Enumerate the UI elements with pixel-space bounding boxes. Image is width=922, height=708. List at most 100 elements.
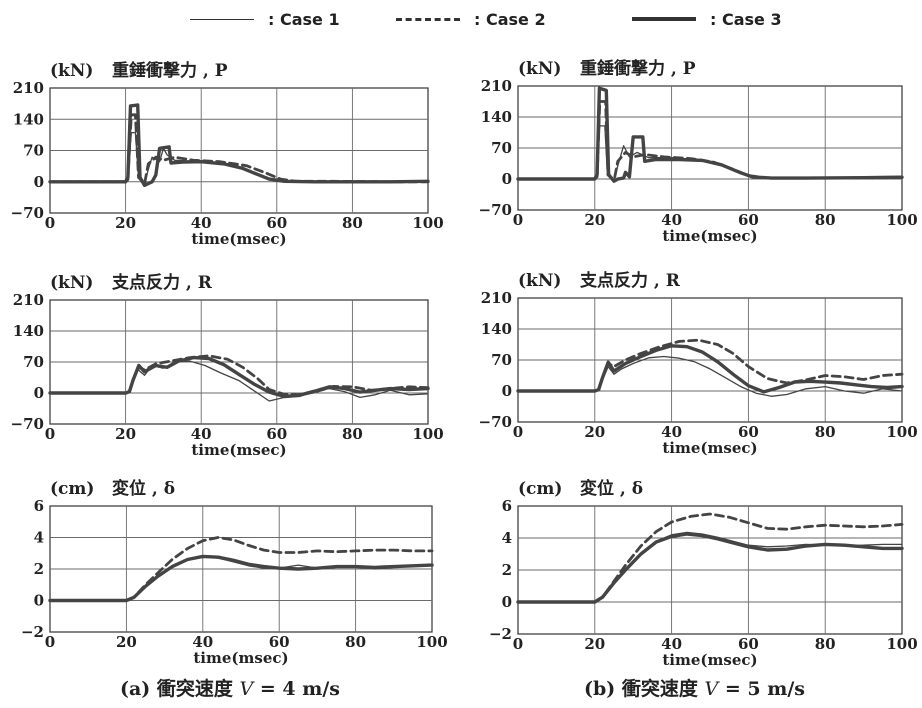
y-tick-label: 0	[502, 170, 512, 188]
x-tick-label: 80	[342, 214, 363, 232]
y-tick-label: 210	[13, 291, 44, 309]
x-tick-label: 40	[191, 214, 212, 232]
y-tick-label: 140	[13, 110, 44, 128]
x-tick-label: 60	[266, 425, 287, 443]
caption-a-prefix: (a) 衝突速度	[120, 678, 240, 700]
series-line-case-2	[48, 113, 430, 186]
legend-line-thick	[632, 17, 696, 21]
y-tick-label: −2	[489, 625, 512, 643]
y-tick-label: −70	[11, 204, 44, 222]
x-tick-label: 60	[269, 633, 290, 651]
x-tick-label: 100	[886, 423, 917, 441]
y-tick-label: 70	[491, 351, 512, 369]
series-line-case-2	[516, 512, 904, 604]
x-tick-label: 60	[738, 635, 759, 653]
y-tick-label: 210	[481, 289, 512, 307]
x-tick-label: 40	[661, 423, 682, 441]
y-tick-label: 0	[34, 592, 44, 610]
series-line-case-2	[516, 338, 904, 393]
chart-panel-b-impact-force: 0 20 40 60 80 100 −70 0 70 140 210 time(msec) (kN) 重錘…	[460, 44, 920, 248]
chart-title: 重錘衝撃力 , P	[580, 58, 696, 79]
legend-item-case-1: : Case 1	[190, 6, 340, 32]
x-tick-label: 40	[191, 425, 212, 443]
x-axis-label: time(msec)	[662, 227, 757, 245]
series-line-case-1	[49, 360, 429, 402]
x-tick-label: 60	[738, 211, 759, 229]
y-tick-label: 140	[481, 320, 512, 338]
chart-unit: (kN)	[50, 273, 93, 293]
legend-label: : Case 2	[474, 9, 546, 29]
caption-a: (a) 衝突速度 V = 4 m/s	[120, 674, 340, 701]
chart-unit: (cm)	[518, 479, 562, 499]
x-axis-label: time(msec)	[193, 649, 288, 667]
chart-title: 変位 , δ	[112, 478, 175, 499]
x-tick-label: 60	[738, 423, 759, 441]
x-tick-label: 20	[116, 633, 137, 651]
x-tick-label: 0	[45, 425, 55, 443]
series-line-case-3	[48, 554, 434, 603]
x-tick-label: 100	[412, 214, 443, 232]
x-tick-label: 20	[584, 423, 605, 441]
x-tick-label: 0	[513, 423, 523, 441]
chart-unit: (kN)	[50, 61, 93, 81]
series-line-case-1	[517, 125, 903, 182]
chart-unit: (kN)	[518, 271, 561, 291]
chart-title: 重錘衝撃力 , P	[112, 60, 228, 81]
x-tick-label: 80	[815, 635, 836, 653]
y-tick-label: −2	[21, 623, 44, 641]
chart-unit: (kN)	[518, 59, 561, 79]
y-tick-label: 2	[34, 560, 44, 578]
x-axis-label: time(msec)	[662, 439, 757, 457]
x-tick-label: 80	[345, 633, 366, 651]
x-tick-label: 0	[513, 635, 523, 653]
x-tick-label: 20	[584, 211, 605, 229]
x-tick-label: 40	[192, 633, 213, 651]
y-tick-label: 2	[502, 561, 512, 579]
caption-b-variable: V	[704, 678, 719, 700]
y-tick-label: 210	[481, 77, 512, 95]
legend-label: : Case 1	[268, 9, 340, 29]
x-tick-label: 40	[661, 211, 682, 229]
y-tick-label: 6	[34, 497, 44, 515]
y-tick-label: 70	[491, 139, 512, 157]
y-tick-label: −70	[479, 201, 512, 219]
x-tick-label: 100	[416, 633, 447, 651]
y-tick-label: 6	[502, 497, 512, 515]
chart-title: 支点反力 , R	[112, 272, 213, 293]
x-tick-label: 20	[584, 635, 605, 653]
caption-a-variable: V	[239, 678, 254, 700]
caption-b-prefix: (b) 衝突速度	[584, 678, 705, 700]
y-tick-label: 0	[502, 593, 512, 611]
x-tick-label: 100	[412, 425, 443, 443]
chart-title: 支点反力 , R	[580, 270, 681, 291]
x-tick-label: 80	[815, 211, 836, 229]
y-tick-label: 140	[13, 322, 44, 340]
caption-b: (b) 衝突速度 V = 5 m/s	[584, 674, 805, 701]
y-tick-label: −70	[479, 413, 512, 431]
x-tick-label: 0	[45, 633, 55, 651]
x-tick-label: 80	[815, 423, 836, 441]
legend: : Case 1 : Case 2 : Case 3	[0, 0, 922, 40]
series-line-case-3	[516, 344, 904, 394]
series-line-case-2	[516, 100, 904, 183]
chart-title: 変位 , δ	[580, 478, 643, 499]
y-tick-label: −70	[11, 415, 44, 433]
x-tick-label: 0	[45, 214, 55, 232]
y-tick-label: 70	[23, 353, 44, 371]
chart-panel-a-reaction-force: 0 20 40 60 80 100 −70 0 70 140 210 time(msec) (kN) 支点…	[0, 264, 455, 464]
series-line-case-1	[517, 531, 903, 603]
x-tick-label: 100	[886, 635, 917, 653]
x-axis-label: time(msec)	[191, 441, 286, 459]
x-tick-label: 100	[886, 211, 917, 229]
y-tick-label: 140	[481, 108, 512, 126]
legend-item-case-2: : Case 2	[396, 6, 546, 32]
x-tick-label: 40	[661, 635, 682, 653]
legend-item-case-3: : Case 3	[632, 6, 782, 32]
y-tick-label: 210	[13, 79, 44, 97]
y-tick-label: 0	[34, 173, 44, 191]
x-axis-label: time(msec)	[662, 651, 757, 669]
